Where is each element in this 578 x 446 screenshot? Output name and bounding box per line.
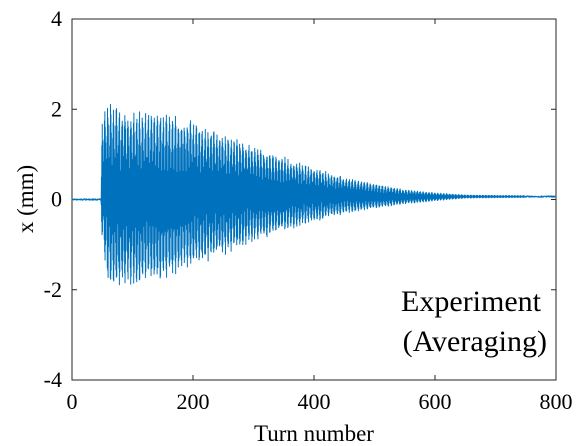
y-tick-label: 0	[51, 187, 62, 212]
x-tick-label: 200	[177, 389, 210, 414]
y-tick-label: -4	[44, 367, 62, 392]
signal-line	[71, 103, 557, 286]
x-tick-label: 600	[419, 389, 452, 414]
x-tick-label: 800	[540, 389, 573, 414]
x-tick-label: 400	[298, 389, 331, 414]
x-axis-title: Turn number	[254, 421, 374, 446]
x-tick-label: 0	[67, 389, 78, 414]
y-tick-label: 2	[51, 96, 62, 121]
annotation-line-1: Experiment	[401, 285, 542, 318]
y-tick-label: 4	[51, 6, 62, 31]
y-axis-title: x (mm)	[13, 165, 38, 233]
y-tick-label: -2	[44, 277, 62, 302]
annotation-line-2: (Averaging)	[403, 325, 547, 358]
